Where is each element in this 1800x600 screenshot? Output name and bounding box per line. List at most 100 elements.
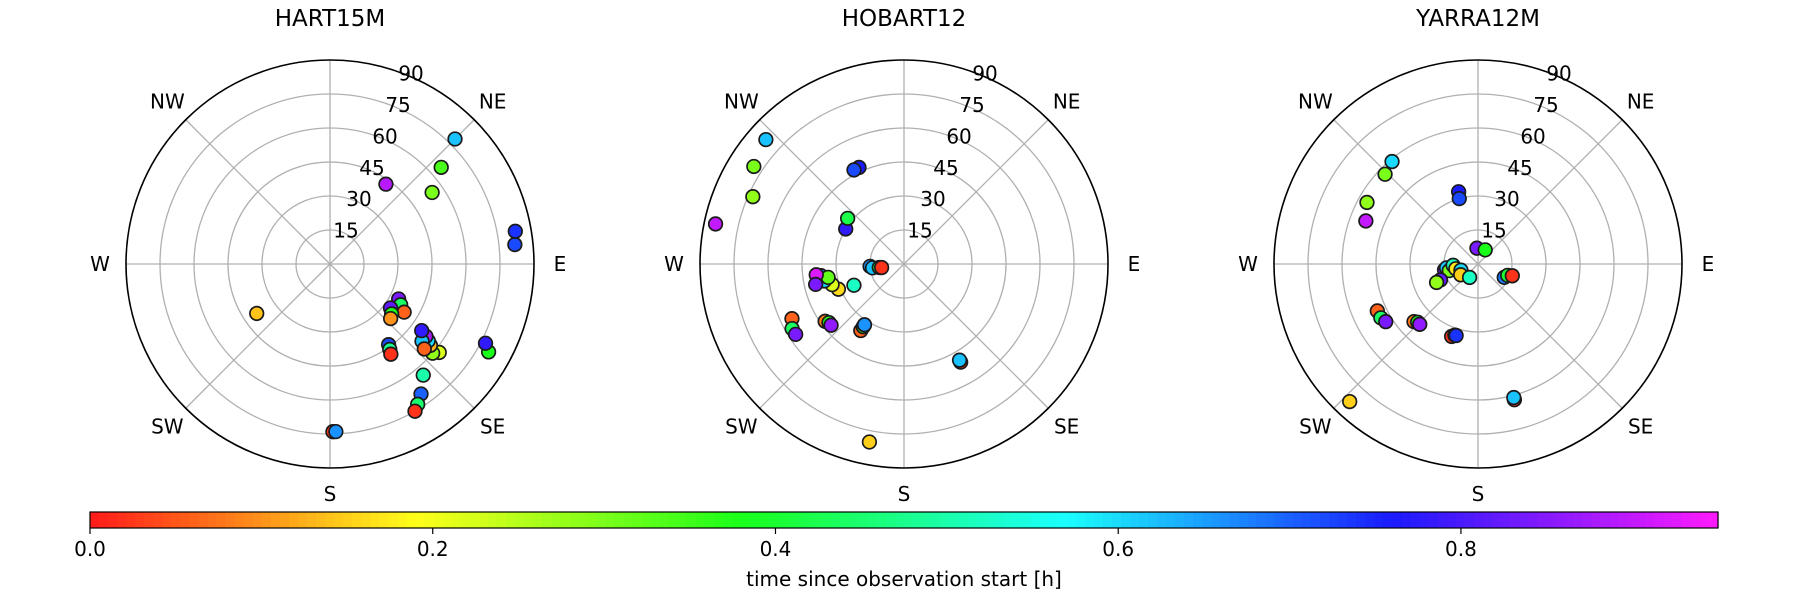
colorbar-segment (1627, 512, 1638, 528)
colorbar-segment (1311, 512, 1321, 528)
colorbar-segment (1374, 512, 1384, 528)
colorbar-segment (1428, 512, 1439, 528)
colorbar-segment (695, 512, 706, 528)
data-point (1428, 274, 1445, 291)
colorbar-segment (1564, 512, 1574, 528)
colorbar-segment (1256, 512, 1267, 528)
data-point (745, 189, 761, 205)
colorbar-segment (876, 512, 887, 528)
data-point (951, 352, 968, 368)
colorbar-segment (985, 512, 996, 528)
data-point (758, 131, 774, 148)
colorbar-frame (89, 511, 1719, 529)
data-point (415, 367, 431, 383)
polar-frame (1273, 59, 1683, 469)
colorbar-segment (1392, 512, 1403, 528)
direction-label-w: W (90, 252, 110, 276)
colorbar-segment (1356, 512, 1366, 528)
direction-label-ne: NE (1053, 89, 1081, 113)
data-point (1384, 153, 1400, 170)
colorbar-segment (904, 512, 914, 528)
colorbar-segment (1645, 512, 1656, 528)
colorbar-segment (650, 512, 661, 528)
colorbar-segment (524, 512, 534, 528)
colorbar-segment (686, 512, 697, 528)
radial-tick-label: 75 (1533, 93, 1558, 117)
data-point (1448, 327, 1464, 344)
data-point (249, 305, 265, 322)
colorbar-segment (1455, 512, 1466, 528)
colorbar-segment (234, 512, 245, 528)
colorbar-segment (750, 512, 760, 528)
radial-tick-label: 45 (1507, 156, 1532, 180)
data-point (861, 434, 878, 450)
direction-label-nw: NW (724, 89, 759, 113)
data-point (378, 176, 394, 192)
data-point (424, 184, 440, 201)
colorbar-segment (316, 512, 326, 528)
radial-tick-label: 90 (398, 62, 423, 86)
colorbar-segment (370, 512, 381, 528)
colorbar-segment (180, 512, 191, 528)
colorbar-segment (1509, 512, 1520, 528)
data-point (416, 341, 432, 357)
colorbar-segment (885, 512, 896, 528)
colorbar-segment (1699, 512, 1710, 528)
colorbar-segment (1338, 512, 1348, 528)
colorbar-segment (1229, 512, 1240, 528)
radial-tick-label: 30 (920, 187, 945, 211)
colorbar-segment (940, 512, 950, 528)
colorbar-segment (822, 512, 833, 528)
colorbar-segment (1211, 512, 1222, 528)
angular-gridline (329, 263, 475, 409)
data-point (1451, 190, 1467, 207)
radial-tick-label: 75 (385, 93, 410, 117)
data-point (1506, 389, 1522, 406)
angular-gridline (1477, 263, 1623, 409)
colorbar-segment (777, 512, 788, 528)
direction-label-s: S (898, 482, 911, 506)
colorbar-segment (533, 512, 543, 528)
direction-label-sw: SW (151, 415, 184, 439)
data-point (846, 162, 862, 178)
colorbar-segment (1329, 512, 1339, 528)
radial-tick-label: 30 (1494, 187, 1519, 211)
colorbar-segment (1654, 512, 1665, 528)
colorbar-segment (270, 512, 281, 528)
colorbar-segment (659, 512, 670, 528)
colorbar-segment (1084, 512, 1095, 528)
colorbar-segment (334, 512, 344, 528)
colorbar-segment (922, 512, 932, 528)
data-point (447, 131, 463, 147)
colorbar-segment (1708, 512, 1719, 528)
colorbar-tick-label: 0.6 (1102, 537, 1134, 561)
colorbar-segment (1184, 512, 1195, 528)
colorbar-segment (786, 512, 797, 528)
colorbar-segment (1175, 512, 1185, 528)
colorbar-segment (415, 512, 426, 528)
colorbar-segment (1464, 512, 1475, 528)
data-point (808, 276, 824, 293)
data-point (1461, 269, 1478, 286)
radial-tick-label: 45 (933, 156, 958, 180)
colorbar-tick-label: 0.8 (1445, 537, 1477, 561)
colorbar-segment (1148, 512, 1158, 528)
direction-label-e: E (1702, 252, 1715, 276)
colorbar-segment (1383, 512, 1393, 528)
colorbar-segment (1401, 512, 1412, 528)
data-point (823, 317, 839, 333)
data-point (846, 277, 862, 293)
colorbar-segment (216, 512, 227, 528)
data-point (382, 310, 399, 327)
colorbar-segment (1057, 512, 1068, 528)
colorbar-segment (1672, 512, 1683, 528)
colorbar-segment (379, 512, 390, 528)
colorbar-segment (1437, 512, 1448, 528)
colorbar-segment (1292, 512, 1303, 528)
colorbar-segment (1347, 512, 1357, 528)
colorbar-segment (1112, 512, 1122, 528)
colorbar-segment (243, 512, 254, 528)
colorbar-segment (1618, 512, 1629, 528)
colorbar-segment (1021, 512, 1032, 528)
data-point (507, 236, 523, 253)
